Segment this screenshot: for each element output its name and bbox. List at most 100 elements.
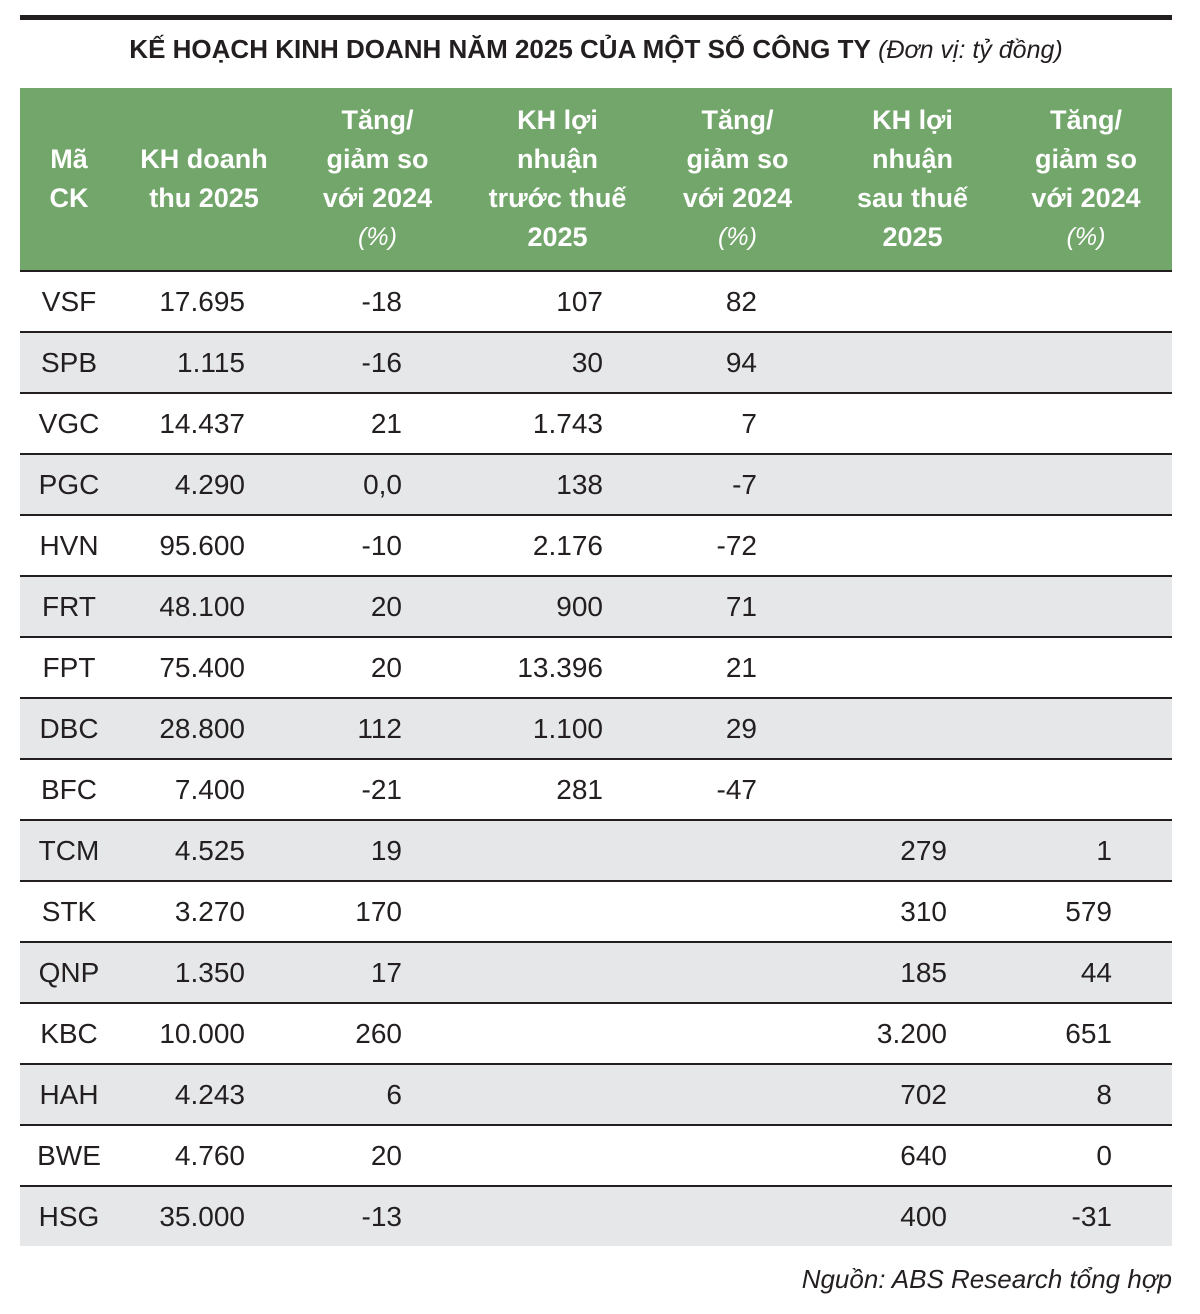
value-cell xyxy=(465,881,650,943)
value-cell xyxy=(465,1125,650,1187)
top-rule xyxy=(20,15,1172,20)
value-cell: 651 xyxy=(1000,1003,1172,1065)
value-cell xyxy=(825,393,1000,455)
value-cell: -21 xyxy=(290,759,465,821)
value-cell: 30 xyxy=(465,332,650,394)
value-cell xyxy=(825,698,1000,760)
value-cell: 94 xyxy=(650,332,825,394)
table-row: KBC 10.000 260 3.200 651 xyxy=(20,1003,1172,1065)
value-cell: 48.100 xyxy=(118,576,290,638)
header-label: KH lợi nhuận sau thuế 2025 xyxy=(856,105,969,252)
title-block: KẾ HOẠCH KINH DOANH NĂM 2025 CỦA MỘT SỐ … xyxy=(20,34,1172,65)
table-row: VSF 17.695 -18 107 82 xyxy=(20,271,1172,333)
value-cell: 20 xyxy=(290,1125,465,1187)
value-cell: 1 xyxy=(1000,820,1172,882)
value-cell: 17.695 xyxy=(118,271,290,333)
value-cell xyxy=(1000,332,1172,394)
header-cell: Mã CK xyxy=(20,88,118,272)
value-cell: 579 xyxy=(1000,881,1172,943)
value-cell xyxy=(465,1064,650,1126)
value-cell: 17 xyxy=(290,942,465,1004)
value-cell: 4.525 xyxy=(118,820,290,882)
table-row: HSG 35.000 -13 400 -31 xyxy=(20,1186,1172,1246)
value-cell xyxy=(1000,698,1172,760)
value-cell xyxy=(465,1003,650,1065)
value-cell xyxy=(1000,576,1172,638)
value-cell xyxy=(825,332,1000,394)
value-cell: 112 xyxy=(290,698,465,760)
value-cell xyxy=(650,1186,825,1246)
ticker-cell: HSG xyxy=(20,1186,118,1246)
value-cell xyxy=(650,942,825,1004)
ticker-cell: DBC xyxy=(20,698,118,760)
value-cell xyxy=(1000,271,1172,333)
value-cell xyxy=(1000,393,1172,455)
value-cell: 0,0 xyxy=(290,454,465,516)
table-row: VGC 14.437 21 1.743 7 xyxy=(20,393,1172,455)
value-cell: 281 xyxy=(465,759,650,821)
header-unit: (%) xyxy=(718,223,757,251)
value-cell xyxy=(825,515,1000,577)
value-cell: 95.600 xyxy=(118,515,290,577)
ticker-cell: BWE xyxy=(20,1125,118,1187)
header-cell: KH doanh thu 2025 xyxy=(118,88,290,272)
value-cell: 35.000 xyxy=(118,1186,290,1246)
value-cell: 28.800 xyxy=(118,698,290,760)
value-cell: 138 xyxy=(465,454,650,516)
value-cell: 1.743 xyxy=(465,393,650,455)
ticker-cell: HVN xyxy=(20,515,118,577)
value-cell: 2.176 xyxy=(465,515,650,577)
value-cell: -72 xyxy=(650,515,825,577)
value-cell: 170 xyxy=(290,881,465,943)
value-cell: -18 xyxy=(290,271,465,333)
table-row: FRT 48.100 20 900 71 xyxy=(20,576,1172,638)
value-cell: 702 xyxy=(825,1064,1000,1126)
header-label: KH lợi nhuận trước thuế 2025 xyxy=(488,105,627,252)
value-cell: -13 xyxy=(290,1186,465,1246)
value-cell: 21 xyxy=(650,637,825,699)
header-label: Tăng/ giảm so với 2024 xyxy=(682,105,793,213)
value-cell: 3.270 xyxy=(118,881,290,943)
value-cell: 279 xyxy=(825,820,1000,882)
value-cell: 75.400 xyxy=(118,637,290,699)
table-row: SPB 1.115 -16 30 94 xyxy=(20,332,1172,394)
value-cell xyxy=(825,637,1000,699)
unit-note: (Đơn vị: tỷ đồng) xyxy=(878,36,1063,64)
table-row: STK 3.270 170 310 579 xyxy=(20,881,1172,943)
table-row: PGC 4.290 0,0 138 -7 xyxy=(20,454,1172,516)
ticker-cell: VSF xyxy=(20,271,118,333)
value-cell: 44 xyxy=(1000,942,1172,1004)
value-cell: 4.243 xyxy=(118,1064,290,1126)
value-cell: 4.760 xyxy=(118,1125,290,1187)
header-cell: Tăng/ giảm so với 2024 (%) xyxy=(1000,88,1172,272)
value-cell xyxy=(650,820,825,882)
header-label: Tăng/ giảm so với 2024 xyxy=(1031,105,1141,213)
value-cell: 7.400 xyxy=(118,759,290,821)
table-row: HAH 4.243 6 702 8 xyxy=(20,1064,1172,1126)
ticker-cell: PGC xyxy=(20,454,118,516)
title: KẾ HOẠCH KINH DOANH NĂM 2025 CỦA MỘT SỐ … xyxy=(129,34,871,64)
ticker-cell: VGC xyxy=(20,393,118,455)
value-cell xyxy=(825,576,1000,638)
value-cell: -47 xyxy=(650,759,825,821)
value-cell: 900 xyxy=(465,576,650,638)
value-cell xyxy=(1000,515,1172,577)
ticker-cell: STK xyxy=(20,881,118,943)
header-unit: (%) xyxy=(1066,223,1106,251)
header-row: Mã CK KH doanh thu 2025 Tăng/ giảm so với … xyxy=(20,88,1172,272)
header-cell: KH lợi nhuận sau thuế 2025 xyxy=(825,88,1000,272)
ticker-cell: BFC xyxy=(20,759,118,821)
value-cell: -7 xyxy=(650,454,825,516)
value-cell: 13.396 xyxy=(465,637,650,699)
value-cell: 1.350 xyxy=(118,942,290,1004)
table-row: BWE 4.760 20 640 0 xyxy=(20,1125,1172,1187)
value-cell: 400 xyxy=(825,1186,1000,1246)
value-cell xyxy=(1000,637,1172,699)
value-cell: 19 xyxy=(290,820,465,882)
value-cell: 29 xyxy=(650,698,825,760)
header-label: Mã CK xyxy=(49,144,89,213)
value-cell: 1.100 xyxy=(465,698,650,760)
value-cell xyxy=(1000,454,1172,516)
value-cell xyxy=(650,881,825,943)
